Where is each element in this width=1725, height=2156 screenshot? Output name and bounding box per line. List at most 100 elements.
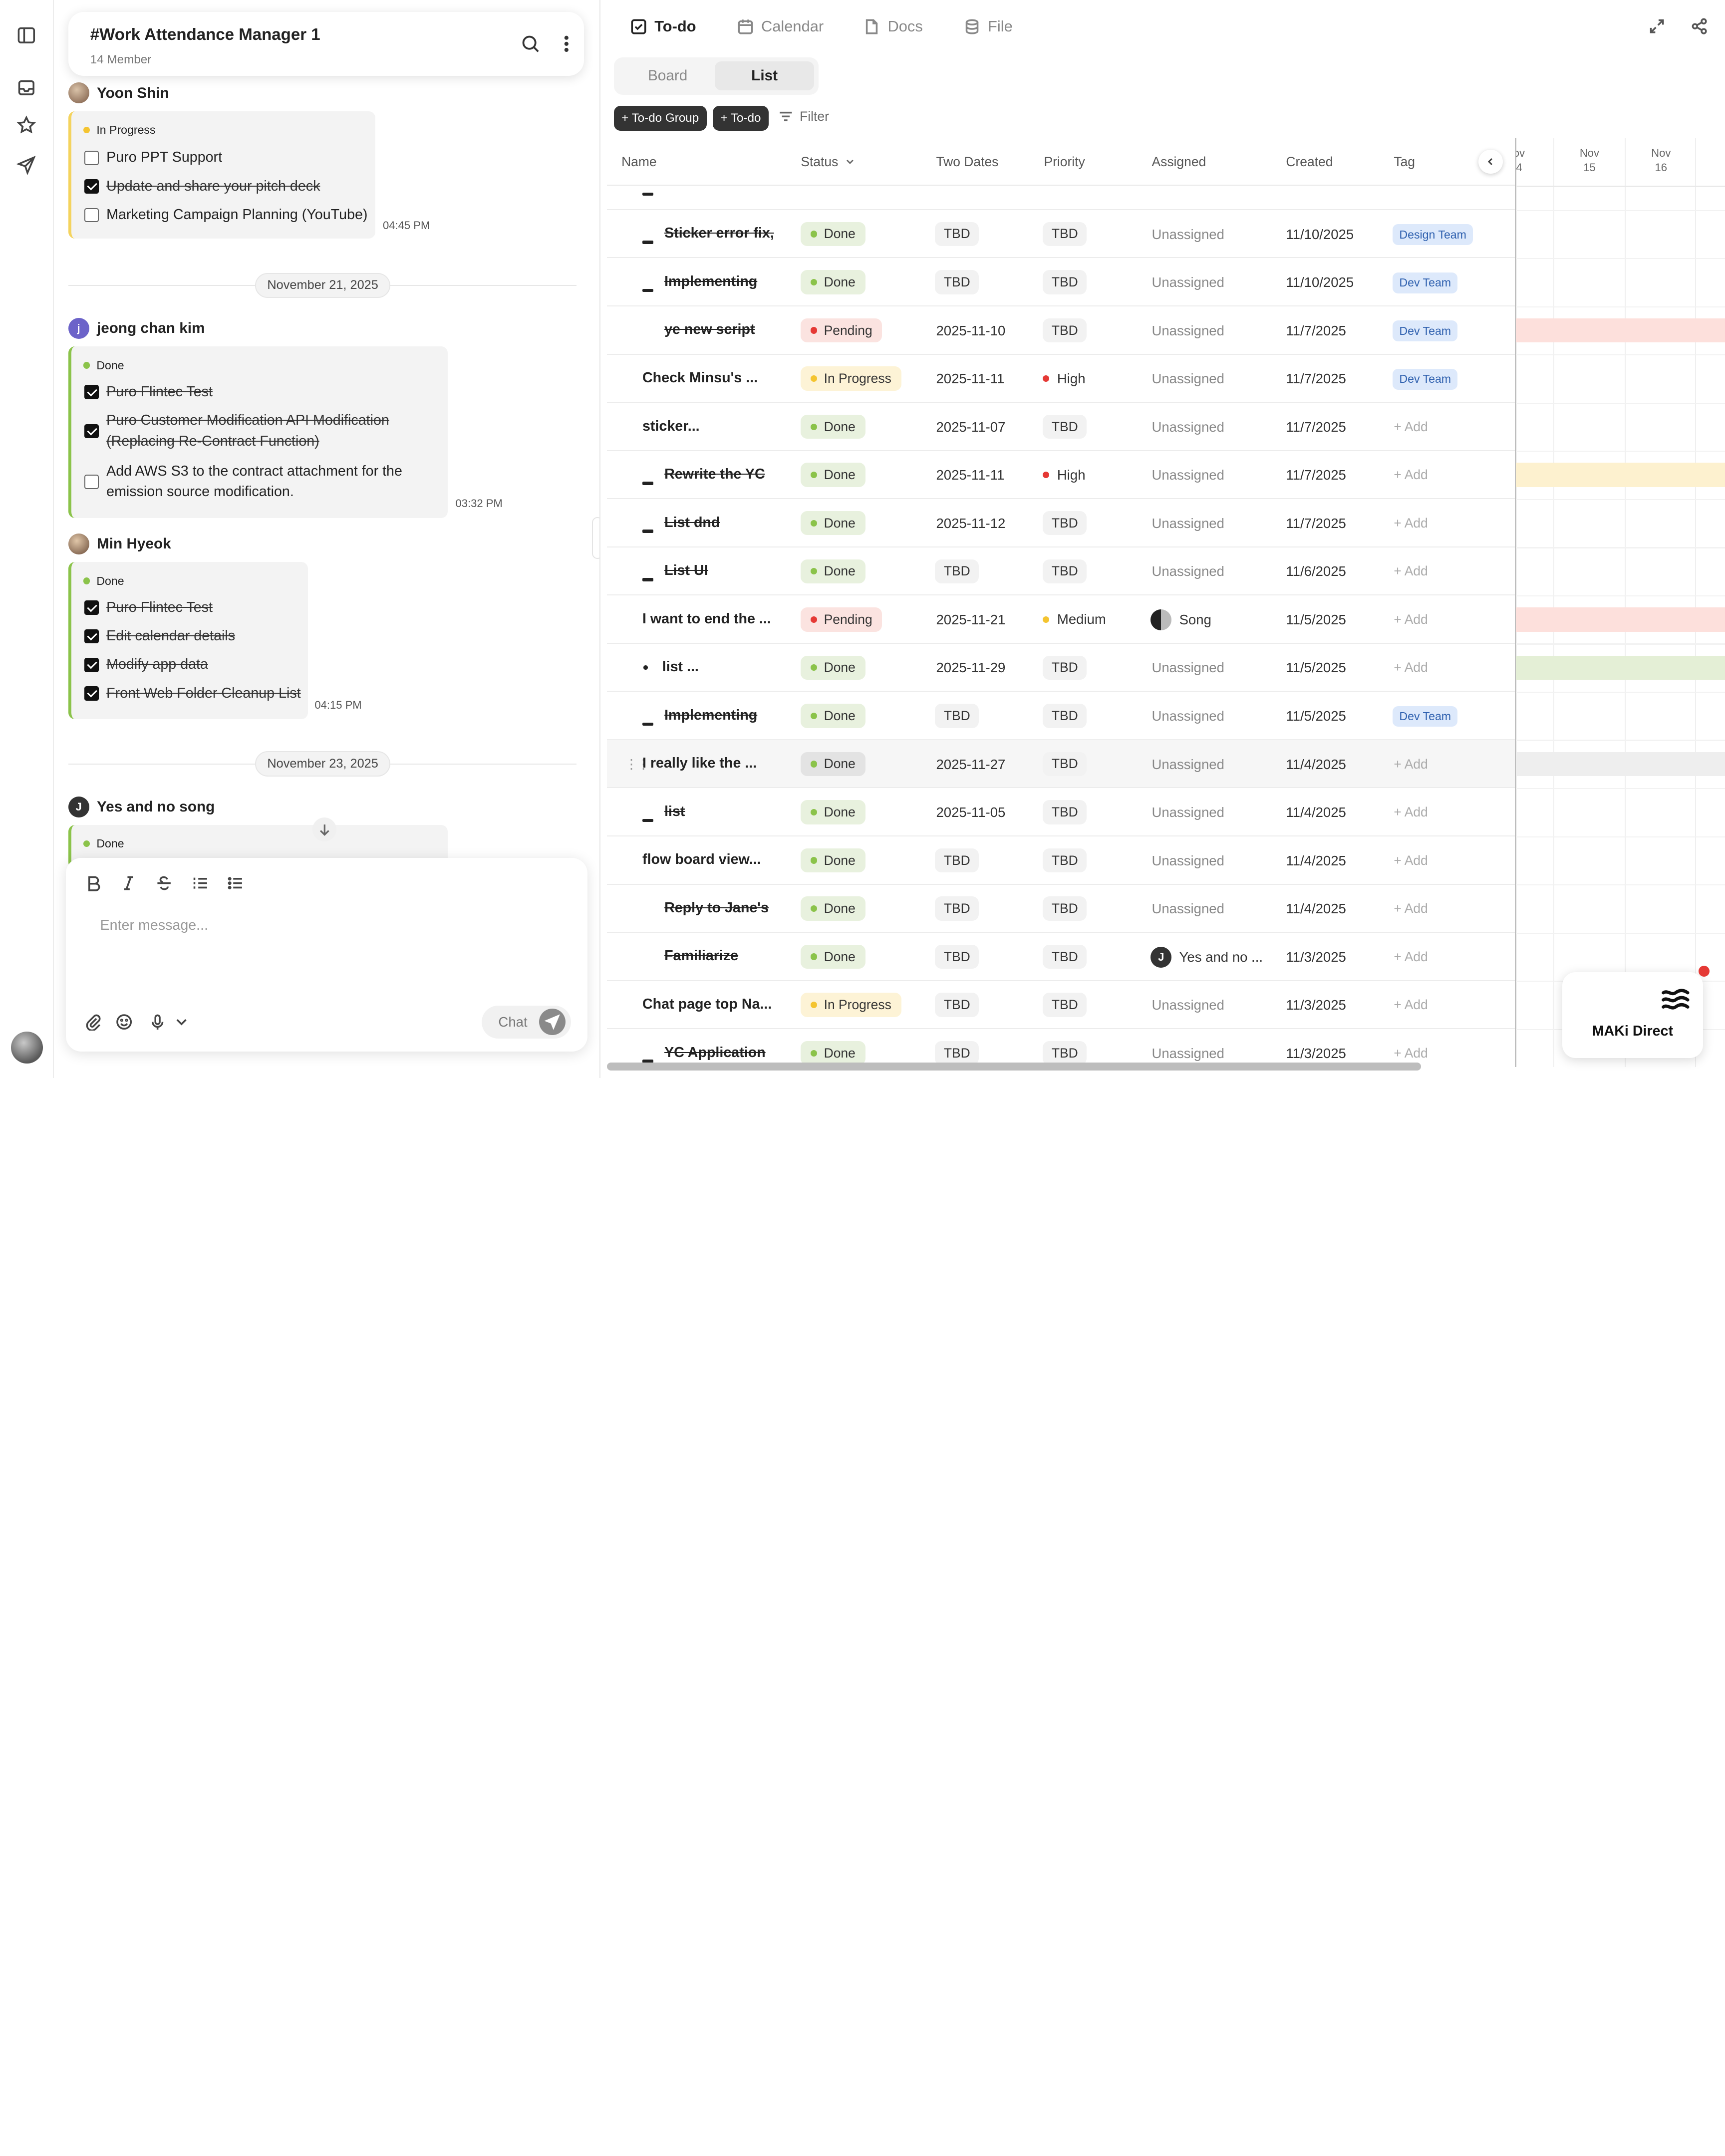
table-row[interactable]: Sticker error fix, Done TBD TBD Unassigned 11… [607,210,1515,259]
column-header-two-dates[interactable]: Two Dates [936,154,999,169]
checkbox[interactable] [84,150,99,165]
add-tag-button[interactable]: + Add [1394,1045,1428,1061]
table-row[interactable]: ⋮⋮ I really like the ... Done 2025-11-27 TBD… [607,740,1515,789]
status-badge[interactable]: Done [801,848,865,873]
share-icon[interactable] [1691,17,1708,35]
two-dates-value[interactable]: TBD [935,270,979,294]
todo-item[interactable]: Add AWS S3 to the contract attachment fo… [84,461,414,503]
priority-value[interactable]: TBD [1043,655,1087,680]
add-tag-button[interactable]: + Add [1394,660,1428,675]
todo-name[interactable]: Implementing [664,707,758,723]
assigned-value[interactable]: Unassigned [1151,756,1224,772]
two-dates-value[interactable]: TBD [935,1041,979,1066]
message-input[interactable]: Enter message... [100,917,209,934]
add-todo-button[interactable]: + To-do [713,105,769,131]
status-badge[interactable]: Done [801,800,865,824]
priority-value[interactable]: TBD [1043,752,1087,777]
star-icon[interactable] [15,114,37,136]
status-badge[interactable]: Done [801,704,865,728]
two-dates-value[interactable]: 2025-11-10 [936,322,1006,338]
search-icon[interactable] [521,34,541,54]
add-tag-button[interactable]: + Add [1394,467,1428,483]
column-header-priority[interactable]: Priority [1044,154,1085,169]
tag-badge[interactable]: Dev Team [1393,706,1458,727]
two-dates-value[interactable]: 2025-11-07 [936,419,1006,435]
two-dates-value[interactable]: TBD [935,704,979,728]
view-list-option[interactable]: List [715,61,814,90]
status-badge[interactable]: Done [801,1041,865,1066]
table-row[interactable]: Familiarize Done TBD TBD J Yes and no ... 11/3… [607,933,1515,981]
todo-name[interactable]: list [664,803,685,819]
checkbox[interactable] [84,179,99,194]
tab-docs[interactable]: Docs [862,15,925,38]
strikethrough-icon[interactable] [155,874,175,894]
assigned-value[interactable]: Unassigned [1151,467,1224,483]
table-row[interactable]: Reply to Jane's Done TBD TBD Unassigned 11/4/… [607,884,1515,933]
assigned-value[interactable]: Unassigned [1151,226,1224,242]
status-badge[interactable]: Pending [801,318,882,343]
ordered-list-icon[interactable] [192,874,212,894]
add-tag-button[interactable]: + Add [1394,419,1428,434]
gantt-bar[interactable] [1515,655,1725,680]
table-row[interactable]: I want to end the ... Pending 2025-11-21 Me… [607,595,1515,644]
column-header-tag[interactable]: Tag [1394,154,1416,169]
table-row[interactable]: Chat page top Na... In Progress TBD TBD Unas… [607,981,1515,1030]
filter-button[interactable]: Filter [779,109,829,124]
priority-value[interactable]: TBD [1043,848,1087,873]
attachment-icon[interactable] [85,1013,105,1033]
tab-todo[interactable]: To-do [628,15,698,38]
todo-name[interactable]: YC Application [664,1044,766,1061]
table-row[interactable]: list ... Done 2025-11-29 TBD Unassigned 11/5/… [607,643,1515,692]
italic-icon[interactable] [120,874,140,894]
todo-item[interactable]: Puro Flintec Test [84,597,213,618]
checkbox[interactable] [84,600,99,615]
expand-icon[interactable] [1648,17,1666,35]
assigned-value[interactable]: Unassigned [1151,901,1224,917]
tab-file[interactable]: File [961,15,1015,38]
tag-badge[interactable]: Dev Team [1393,368,1458,390]
inbox-icon[interactable] [15,77,37,99]
two-dates-value[interactable]: 2025-11-11 [936,467,1005,483]
maki-direct-widget[interactable]: MAKi Direct [1562,966,1710,1059]
todo-name[interactable]: Familiarize [664,948,739,964]
assigned-value[interactable]: Unassigned [1151,322,1224,338]
todo-name[interactable]: Check Minsu's ... [642,369,758,386]
todo-name[interactable]: Rewrite the YC [664,466,765,483]
checkbox[interactable] [84,658,99,672]
status-badge[interactable]: Pending [801,607,882,632]
table-row[interactable]: YC Application Done TBD TBD Unassigned 11/3/2… [607,1029,1514,1067]
status-badge[interactable]: Done [801,414,865,439]
two-dates-value[interactable]: 2025-11-29 [936,660,1006,676]
add-tag-button[interactable]: + Add [1394,515,1428,531]
assigned-value[interactable]: J Yes and no ... [1150,947,1263,968]
tag-badge[interactable]: Dev Team [1393,320,1458,342]
microphone-icon[interactable] [149,1013,169,1033]
scroll-down-button[interactable] [312,817,337,842]
status-badge[interactable]: In Progress [801,366,901,391]
user-avatar[interactable] [11,1032,43,1064]
add-tag-button[interactable]: + Add [1394,611,1428,627]
two-dates-value[interactable]: 2025-11-27 [936,756,1006,772]
sidebar-toggle-icon[interactable] [15,24,37,46]
bold-icon[interactable] [85,874,105,894]
todo-name[interactable]: Sticker error fix, [664,225,774,242]
todo-name[interactable]: Reply to Jane's [664,899,769,916]
status-badge[interactable]: Done [801,270,865,294]
todo-name[interactable]: sticker... [642,418,700,434]
todo-item[interactable]: Puro PPT Support [84,147,222,168]
assigned-value[interactable]: Unassigned [1151,852,1224,868]
gantt-bar[interactable] [1515,318,1725,343]
todo-name[interactable]: ye new script [664,321,755,338]
status-badge[interactable]: Done [801,944,865,969]
assigned-value[interactable]: Unassigned [1151,708,1224,724]
priority-value[interactable]: TBD [1043,704,1087,728]
status-badge[interactable]: Done [801,559,865,584]
priority-value[interactable]: TBD [1043,896,1087,921]
horizontal-scrollbar[interactable] [607,1063,1422,1071]
priority-value[interactable]: TBD [1043,511,1087,536]
send-button[interactable]: Chat [482,1005,571,1039]
two-dates-value[interactable]: 2025-11-21 [936,611,1006,627]
status-badge[interactable]: Done [801,511,865,536]
table-row[interactable]: sticker... Done 2025-11-07 TBD Unassigned 11/… [607,403,1515,451]
priority-value[interactable]: High [1043,366,1086,390]
